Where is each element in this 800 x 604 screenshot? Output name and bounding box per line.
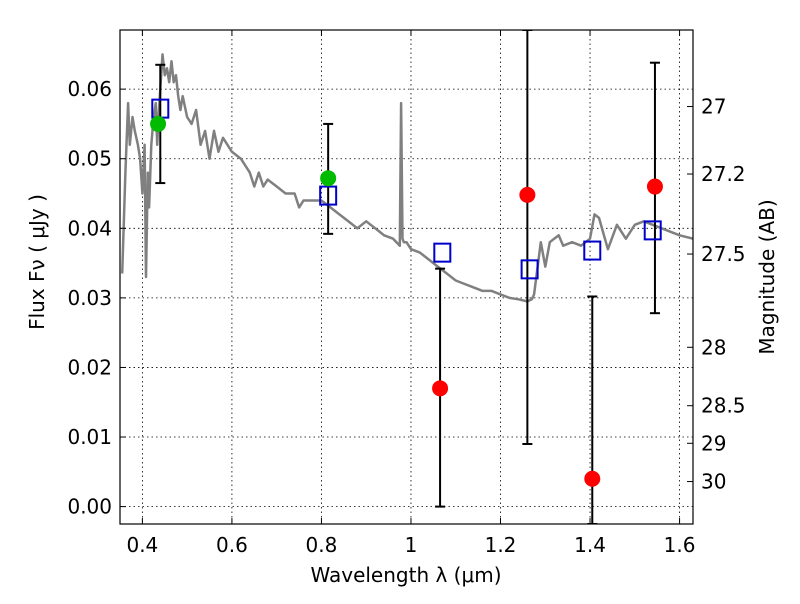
- observed-flux-point: [320, 170, 337, 187]
- model-photometry-square: [583, 240, 602, 261]
- x-tick-label: 0.8: [306, 533, 338, 557]
- data-layer: [120, 30, 693, 524]
- y-tick-label: 0.00: [67, 495, 112, 519]
- y-tick-label: 0.03: [67, 286, 112, 310]
- axes: 0.4 0.6 0.8 1 1.2 1.4 1.6 0.00 0.01 0.02 0.03 0.04 0…: [67, 30, 746, 557]
- right-tick-label: 27: [701, 95, 726, 119]
- right-tick-label: 28.5: [701, 394, 746, 418]
- right-tick-label: 30: [701, 470, 726, 494]
- right-tick-label: 28: [701, 335, 726, 359]
- model-photometry-square: [643, 220, 662, 241]
- y-tick-label: 0.05: [67, 147, 112, 171]
- right-axis-label: Magnitude (AB): [755, 199, 779, 354]
- x-tick-label: 1.2: [485, 533, 517, 557]
- grid-lines: [120, 30, 693, 524]
- y-tick-label: 0.02: [67, 355, 112, 379]
- observed-flux-point: [432, 380, 449, 397]
- x-tick-label: 1.6: [664, 533, 696, 557]
- model-photometry-square: [319, 185, 338, 206]
- x-tick-label: 1: [405, 533, 418, 557]
- observed-flux-point: [150, 115, 167, 132]
- observed-flux-point: [584, 470, 601, 487]
- observed-flux-point: [646, 178, 663, 195]
- x-tick-label: 0.6: [216, 533, 248, 557]
- x-axis-label: Wavelength λ (μm): [310, 563, 501, 587]
- model-photometry-square: [520, 259, 539, 280]
- right-tick-label: 27.5: [701, 242, 746, 266]
- model-photometry-square: [433, 242, 452, 263]
- model-spectrum-line: [120, 53, 693, 303]
- x-tick-label: 0.4: [126, 533, 158, 557]
- x-tick-label: 1.4: [574, 533, 606, 557]
- y-tick-label: 0.04: [67, 216, 112, 240]
- observed-flux-point: [519, 186, 536, 203]
- plot-frame: [119, 29, 694, 525]
- y-tick-label: 0.06: [67, 77, 112, 101]
- right-tick-label: 29: [701, 431, 726, 455]
- right-tick-label: 27.2: [701, 162, 746, 186]
- y-axis-label: Flux Fν ( μJy ): [25, 194, 49, 330]
- y-tick-label: 0.01: [67, 425, 112, 449]
